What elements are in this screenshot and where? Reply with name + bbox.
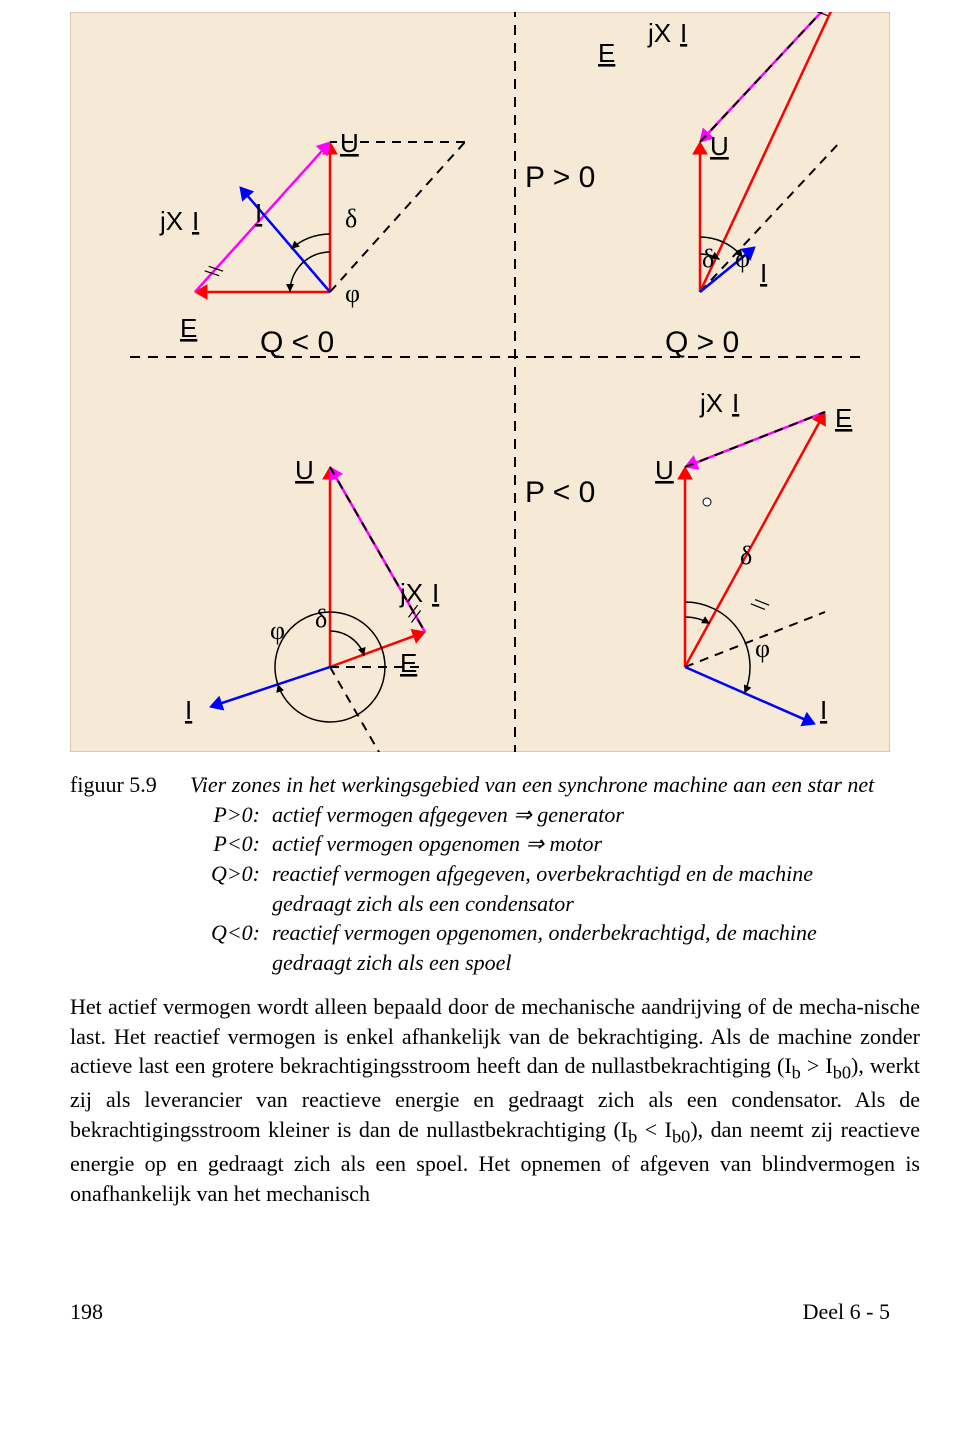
- section-label: Deel 6 - 5: [803, 1299, 890, 1325]
- svg-text:I: I: [760, 258, 767, 288]
- svg-text:U: U: [655, 455, 674, 485]
- legend-key: P>0:: [190, 800, 272, 830]
- svg-text:I: I: [680, 18, 687, 48]
- svg-text:jX: jX: [399, 578, 423, 608]
- svg-text:δ: δ: [740, 541, 752, 570]
- svg-text:δ: δ: [702, 244, 714, 273]
- svg-text:φ: φ: [755, 634, 770, 663]
- svg-text:φ: φ: [735, 244, 750, 273]
- figure-caption: figuur 5.9 Vier zones in het werkingsgeb…: [70, 770, 890, 978]
- svg-text:Q > 0: Q > 0: [665, 326, 739, 359]
- legend-row: Q>0:reactief vermogen afgegeven, overbek…: [190, 859, 890, 918]
- svg-text:I: I: [732, 388, 739, 418]
- legend-row: P>0:actief vermogen afgegeven ⇒ generato…: [190, 800, 890, 830]
- svg-text:jX: jX: [159, 206, 183, 236]
- figure-title: Vier zones in het werkingsgebied van een…: [190, 770, 890, 800]
- svg-text:φ: φ: [270, 616, 285, 645]
- legend-desc: actief vermogen afgegeven ⇒ generator: [272, 800, 890, 830]
- phasor-diagram: P > 0P < 0Q < 0Q > 0UEIjX IδφUEIjX IδφUE…: [70, 12, 890, 752]
- svg-text:δ: δ: [315, 604, 327, 633]
- svg-text:U: U: [710, 131, 729, 161]
- svg-text:I: I: [820, 695, 827, 725]
- legend-desc: reactief vermogen afgegeven, overbekrach…: [272, 859, 890, 918]
- legend-desc: reactief vermogen opgenomen, onderbekrac…: [272, 918, 890, 977]
- svg-text:δ: δ: [345, 204, 357, 233]
- svg-text:E: E: [598, 38, 615, 68]
- page-number: 198: [70, 1299, 103, 1325]
- figure-label: figuur 5.9: [70, 770, 190, 800]
- legend-row: Q<0:reactief vermogen opgenomen, onderbe…: [190, 918, 890, 977]
- svg-text:U: U: [340, 128, 359, 158]
- body-paragraph: Het actief vermogen wordt alleen bepaald…: [70, 992, 920, 1209]
- svg-text:P < 0: P < 0: [525, 476, 595, 509]
- svg-text:E: E: [835, 403, 852, 433]
- svg-text:P > 0: P > 0: [525, 161, 595, 194]
- svg-text:U: U: [295, 455, 314, 485]
- svg-text:Q < 0: Q < 0: [260, 326, 334, 359]
- svg-text:I: I: [192, 206, 199, 236]
- legend-row: P<0:actief vermogen opgenomen ⇒ motor: [190, 829, 890, 859]
- legend-desc: actief vermogen opgenomen ⇒ motor: [272, 829, 890, 859]
- legend-key: Q>0:: [190, 859, 272, 918]
- svg-text:I: I: [255, 198, 262, 228]
- svg-text:φ: φ: [345, 279, 360, 308]
- legend-key: P<0:: [190, 829, 272, 859]
- svg-text:I: I: [185, 695, 192, 725]
- legend-key: Q<0:: [190, 918, 272, 977]
- svg-text:E: E: [180, 313, 197, 343]
- svg-text:I: I: [432, 578, 439, 608]
- svg-text:jX: jX: [699, 388, 723, 418]
- svg-text:E: E: [400, 648, 417, 678]
- svg-text:jX: jX: [647, 18, 671, 48]
